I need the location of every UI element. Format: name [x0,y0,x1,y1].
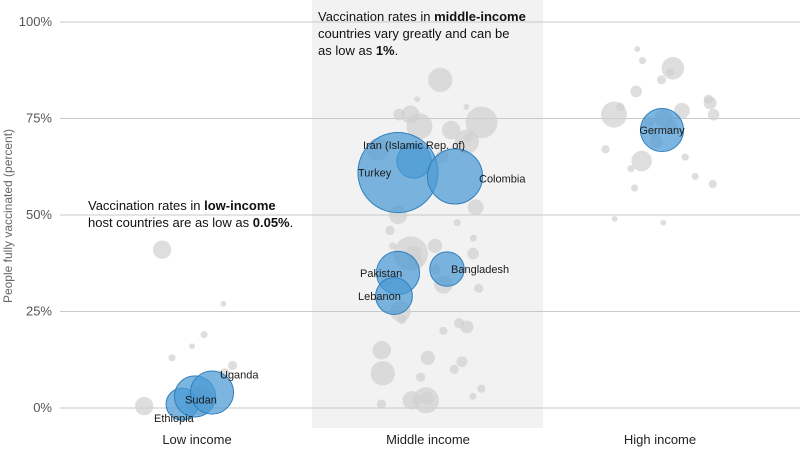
country-point [428,67,453,93]
country-point [372,340,391,360]
country-point [168,354,176,362]
country-point [453,219,461,227]
country-point [634,46,641,52]
country-point [465,106,498,139]
country-point [427,238,443,254]
y-tick-label: 50% [26,207,52,222]
country-point [467,199,484,216]
country-label: Germany [639,125,685,137]
country-point [600,101,627,128]
country-point [703,96,717,110]
country-point [416,372,426,382]
highlighted-country-points [165,108,685,421]
x-category-label: Low income [162,432,231,447]
country-point [220,300,227,307]
highlighted-country-point [639,108,685,153]
annotation-emphasis: 0.05% [252,215,290,230]
country-point [420,350,435,365]
annotation-text: as low as [318,43,376,58]
country-point [439,326,448,335]
country-label: Turkey [358,168,392,180]
country-point [376,399,387,409]
country-label: Ethiopia [154,413,195,425]
country-point [673,102,690,119]
annotation-text: . [394,43,399,58]
country-point [454,129,479,154]
country-point [656,75,667,85]
annotation-emphasis: 1% [375,43,395,58]
country-point [707,108,720,121]
x-category-labels: Low income Middle income High income [162,432,696,447]
country-point [406,113,433,140]
country-point [691,172,699,180]
country-point [630,184,639,192]
annotation-text: Vaccination rates in [318,9,435,24]
y-tick-label: 25% [26,304,52,319]
country-point [627,165,635,173]
country-point [402,391,421,410]
country-point [666,68,675,77]
country-point [474,283,484,293]
country-point [200,331,208,339]
annotation-emphasis: low-income [204,198,276,213]
country-point [152,240,172,259]
highlighted-country-point [189,370,235,415]
annotation-text: Vaccination rates in [88,198,205,213]
annotation-text: host countries are as low as [88,215,253,230]
highlighted-country-point [426,148,484,205]
y-tick-label: 0% [33,400,52,415]
country-point [389,242,397,250]
country-point [397,314,407,324]
country-point [601,145,610,154]
country-point [630,85,642,98]
country-point [370,361,395,386]
country-point [456,356,468,368]
country-label: Iran (Islamic Rep. of) [363,140,465,152]
country-point [638,57,647,65]
country-label: Colombia [479,173,526,185]
annotation-text: . [289,215,294,230]
country-label: Lebanon [358,291,401,303]
country-point [631,150,652,172]
country-point [460,320,474,334]
country-point [467,247,479,260]
y-tick-labels: 0% 25% 50% 75% 100% [19,14,53,415]
country-label: Uganda [220,370,259,382]
country-point [708,180,717,189]
country-point [393,108,405,121]
low-income-annotation: Vaccination rates in low-income host coun… [88,197,293,231]
x-category-label: High income [624,432,696,447]
country-point [441,120,461,140]
y-tick-label: 100% [19,14,53,29]
country-point [469,234,477,242]
country-point [681,153,689,161]
annotation-text: countries vary greatly and can be [318,26,510,41]
country-point [134,396,154,416]
country-point [463,104,470,110]
country-point [477,384,486,393]
middle-income-annotation: Vaccination rates in middle-income countr… [318,8,526,59]
y-tick-label: 75% [26,111,52,126]
highlighted-country-point [429,251,465,287]
country-point [414,96,421,103]
country-label: Pakistan [360,268,402,280]
country-point [660,219,667,226]
y-axis-label: People fully vaccinated (percent) [1,129,15,303]
country-label: Bangladesh [451,264,509,276]
country-label: Sudan [185,394,217,406]
country-point [420,391,434,405]
annotation-emphasis: middle-income [434,9,526,24]
x-category-label: Middle income [386,432,470,447]
highlighted-country-point [375,277,413,315]
country-point [227,360,238,371]
country-point [611,215,618,222]
country-point [449,364,459,374]
country-point [661,57,685,80]
country-point [189,343,195,350]
country-point [469,392,477,400]
country-point [385,225,395,236]
